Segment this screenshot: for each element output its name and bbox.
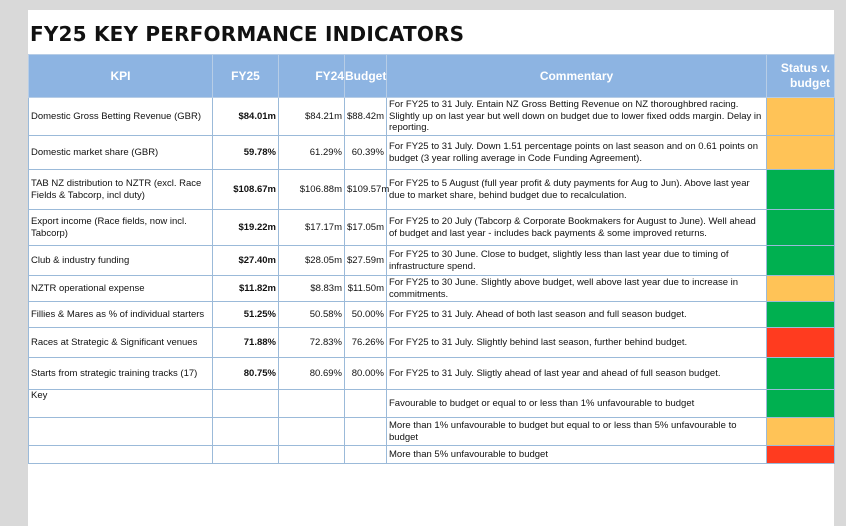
fy24-cell[interactable]: $84.21m: [278, 97, 345, 136]
header-row: KPI FY25 FY24 Budget Commentary Status v…: [28, 54, 835, 98]
fy25-cell[interactable]: $84.01m: [212, 97, 279, 136]
budget-cell[interactable]: 60.39%: [344, 135, 387, 170]
spreadsheet-sheet: FY25 KEY PERFORMANCE INDICATORS KPI FY25…: [28, 10, 835, 526]
fy24-cell[interactable]: 61.29%: [278, 135, 345, 170]
key-status-swatch[interactable]: [766, 389, 835, 418]
kpi-name-cell[interactable]: Races at Strategic & Significant venues: [28, 327, 213, 358]
budget-cell[interactable]: 80.00%: [344, 357, 387, 390]
commentary-cell[interactable]: For FY25 to 31 July. Down 1.51 percentag…: [386, 135, 767, 170]
header-kpi: KPI: [28, 54, 213, 98]
fy24-cell[interactable]: $17.17m: [278, 209, 345, 246]
fy25-cell[interactable]: $27.40m: [212, 245, 279, 276]
commentary-cell[interactable]: For FY25 to 31 July. Sligtly ahead of la…: [386, 357, 767, 390]
table-row: Fillies & Mares as % of individual start…: [28, 301, 835, 328]
status-cell[interactable]: [766, 275, 835, 302]
kpi-name-cell[interactable]: Club & industry funding: [28, 245, 213, 276]
header-fy24: FY24: [278, 54, 345, 98]
fy25-cell[interactable]: $108.67m: [212, 169, 279, 210]
status-cell[interactable]: [766, 209, 835, 246]
key-row: Key Favourable to budget or equal to or l…: [28, 389, 835, 418]
key-status-swatch[interactable]: [766, 417, 835, 446]
header-commentary: Commentary: [386, 54, 767, 98]
table-row: Domestic Gross Betting Revenue (GBR) $84.…: [28, 97, 835, 136]
table-row: Races at Strategic & Significant venues 7…: [28, 327, 835, 358]
kpi-name-cell[interactable]: Fillies & Mares as % of individual start…: [28, 301, 213, 328]
status-cell[interactable]: [766, 135, 835, 170]
commentary-cell[interactable]: For FY25 to 31 July. Ahead of both last …: [386, 301, 767, 328]
empty-cell[interactable]: [278, 445, 345, 464]
table-row: NZTR operational expense $11.82m $8.83m $11…: [28, 275, 835, 302]
budget-cell[interactable]: 50.00%: [344, 301, 387, 328]
fy25-cell[interactable]: 51.25%: [212, 301, 279, 328]
commentary-cell[interactable]: For FY25 to 20 July (Tabcorp & Corporate…: [386, 209, 767, 246]
empty-cell[interactable]: [278, 417, 345, 446]
empty-cell[interactable]: [212, 445, 279, 464]
kpi-table: KPI FY25 FY24 Budget Commentary Status v…: [28, 54, 835, 464]
key-description[interactable]: Favourable to budget or equal to or less…: [386, 389, 767, 418]
key-row: More than 1% unfavourable to budget but …: [28, 417, 835, 446]
status-cell[interactable]: [766, 169, 835, 210]
empty-cell[interactable]: [212, 389, 279, 418]
fy25-cell[interactable]: 59.78%: [212, 135, 279, 170]
empty-cell[interactable]: [344, 417, 387, 446]
key-description[interactable]: More than 5% unfavourable to budget: [386, 445, 767, 464]
kpi-name-cell[interactable]: Domestic Gross Betting Revenue (GBR): [28, 97, 213, 136]
fy24-cell[interactable]: $106.88m: [278, 169, 345, 210]
kpi-name-cell[interactable]: TAB NZ distribution to NZTR (excl. Race …: [28, 169, 213, 210]
status-cell[interactable]: [766, 327, 835, 358]
commentary-cell[interactable]: For FY25 to 31 July. Entain NZ Gross Bet…: [386, 97, 767, 136]
empty-cell[interactable]: [212, 417, 279, 446]
status-cell[interactable]: [766, 301, 835, 328]
fy24-cell[interactable]: 72.83%: [278, 327, 345, 358]
table-row: Club & industry funding $27.40m $28.05m $27…: [28, 245, 835, 276]
fy25-cell[interactable]: 80.75%: [212, 357, 279, 390]
fy24-cell[interactable]: 80.69%: [278, 357, 345, 390]
budget-cell[interactable]: $11.50m: [344, 275, 387, 302]
commentary-cell[interactable]: For FY25 to 5 August (full year profit &…: [386, 169, 767, 210]
budget-cell[interactable]: $27.59m: [344, 245, 387, 276]
table-row: Domestic market share (GBR) 59.78% 61.29% 6…: [28, 135, 835, 170]
status-cell[interactable]: [766, 245, 835, 276]
key-row: More than 5% unfavourable to budget: [28, 445, 835, 464]
budget-cell[interactable]: 76.26%: [344, 327, 387, 358]
commentary-cell[interactable]: For FY25 to 31 July. Slightly behind las…: [386, 327, 767, 358]
fy24-cell[interactable]: 50.58%: [278, 301, 345, 328]
budget-cell[interactable]: $109.57m: [344, 169, 389, 210]
table-row: TAB NZ distribution to NZTR (excl. Race …: [28, 169, 835, 210]
status-cell[interactable]: [766, 97, 835, 136]
budget-cell[interactable]: $17.05m: [344, 209, 387, 246]
budget-cell[interactable]: $88.42m: [344, 97, 387, 136]
fy25-cell[interactable]: $19.22m: [212, 209, 279, 246]
key-label[interactable]: Key: [28, 389, 213, 418]
empty-cell[interactable]: [28, 445, 213, 464]
key-status-swatch[interactable]: [766, 445, 835, 464]
kpi-name-cell[interactable]: Starts from strategic training tracks (1…: [28, 357, 213, 390]
kpi-name-cell[interactable]: Export income (Race fields, now incl. Ta…: [28, 209, 213, 246]
kpi-name-cell[interactable]: Domestic market share (GBR): [28, 135, 213, 170]
kpi-name-cell[interactable]: NZTR operational expense: [28, 275, 213, 302]
key-description[interactable]: More than 1% unfavourable to budget but …: [386, 417, 767, 446]
table-row: Export income (Race fields, now incl. Ta…: [28, 209, 835, 246]
fy24-cell[interactable]: $8.83m: [278, 275, 345, 302]
header-fy25: FY25: [212, 54, 279, 98]
empty-cell[interactable]: [28, 417, 213, 446]
commentary-cell[interactable]: For FY25 to 30 June. Close to budget, sl…: [386, 245, 767, 276]
empty-cell[interactable]: [344, 389, 387, 418]
header-status: Status v. budget: [766, 54, 835, 98]
fy24-cell[interactable]: $28.05m: [278, 245, 345, 276]
status-cell[interactable]: [766, 357, 835, 390]
header-budget: Budget: [344, 54, 387, 98]
empty-cell[interactable]: [344, 445, 387, 464]
table-row: Starts from strategic training tracks (1…: [28, 357, 835, 390]
fy25-cell[interactable]: $11.82m: [212, 275, 279, 302]
fy25-cell[interactable]: 71.88%: [212, 327, 279, 358]
empty-cell[interactable]: [278, 389, 345, 418]
commentary-cell[interactable]: For FY25 to 30 June. Slightly above budg…: [386, 275, 767, 302]
page-title: FY25 KEY PERFORMANCE INDICATORS: [30, 22, 465, 46]
